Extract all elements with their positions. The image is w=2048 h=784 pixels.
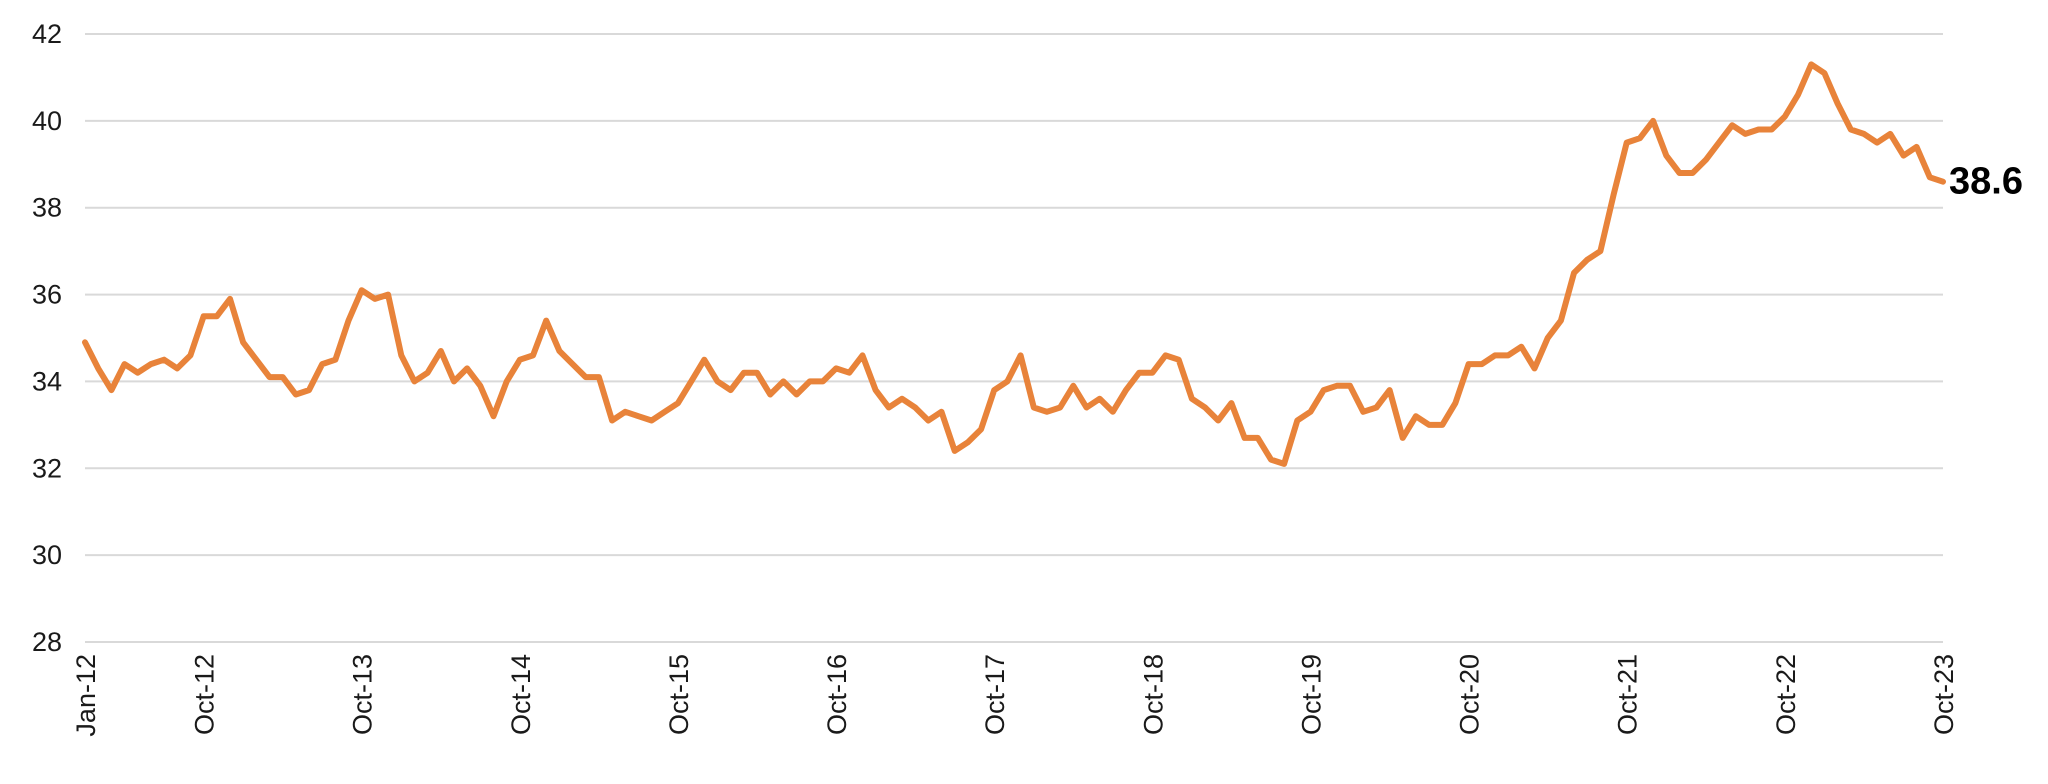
x-tick: Oct-22 (1771, 654, 1801, 735)
x-tick: Oct-15 (664, 654, 694, 735)
x-tick-label: Jan-12 (71, 654, 101, 737)
x-tick: Oct-23 (1929, 654, 1959, 735)
y-tick-label: 34 (32, 366, 62, 396)
end-value-label: 38.6 (1949, 161, 2023, 203)
end-label-layer: 38.6 (1949, 161, 2023, 203)
x-tick-label: Oct-14 (506, 654, 536, 735)
x-tick: Oct-12 (190, 654, 220, 735)
x-tick: Jan-12 (71, 654, 101, 737)
x-tick: Oct-13 (348, 654, 378, 735)
x-tick: Oct-14 (506, 654, 536, 735)
x-tick: Oct-21 (1613, 654, 1643, 735)
x-tick: Oct-16 (822, 654, 852, 735)
y-tick-label: 28 (32, 627, 62, 657)
x-tick: Oct-20 (1455, 654, 1485, 735)
x-axis-ticks: Jan-12 Oct-12 Oct-13 Oct-14 Oct-15 Oct-16 Oct-… (71, 654, 1959, 737)
y-tick-label: 38 (32, 193, 62, 223)
x-tick: Oct-17 (980, 654, 1010, 735)
y-axis-ticks: 28 30 32 34 36 38 40 42 (32, 19, 62, 657)
series-layer (82, 61, 1946, 467)
y-tick-label: 30 (32, 540, 62, 570)
x-tick-label: Oct-17 (980, 654, 1010, 735)
y-tick-label: 42 (32, 19, 62, 49)
x-tick-label: Oct-16 (822, 654, 852, 735)
x-tick-label: Oct-19 (1296, 654, 1326, 735)
y-tick-label: 32 (32, 453, 62, 483)
x-tick-label: Oct-13 (348, 654, 378, 735)
x-tick-label: Oct-12 (190, 654, 220, 735)
x-tick-label: Oct-22 (1771, 654, 1801, 735)
x-tick: Oct-19 (1296, 654, 1326, 735)
y-tick-label: 36 (32, 280, 62, 310)
x-tick-label: Oct-15 (664, 654, 694, 735)
x-tick-label: Oct-20 (1455, 654, 1485, 735)
x-tick: Oct-18 (1138, 654, 1168, 735)
x-tick-label: Oct-21 (1613, 654, 1643, 735)
x-tick-label: Oct-23 (1929, 654, 1959, 735)
series-line (82, 61, 1946, 467)
y-tick-label: 40 (32, 106, 62, 136)
x-tick-label: Oct-18 (1138, 654, 1168, 735)
gridlines (85, 33, 1943, 643)
